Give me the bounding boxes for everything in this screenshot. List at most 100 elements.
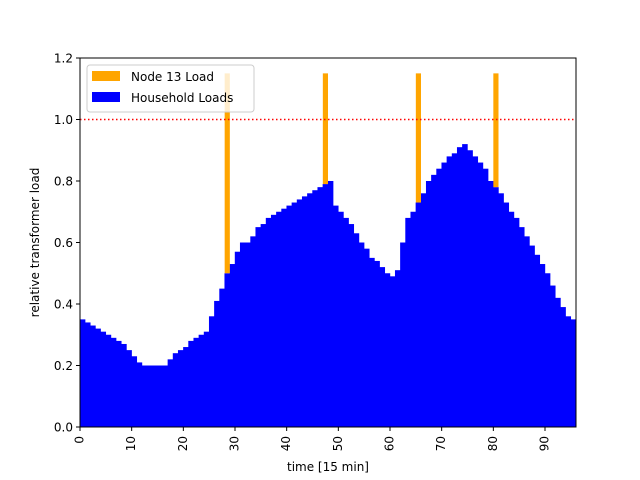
household-bar — [524, 236, 530, 427]
household-bar — [420, 193, 427, 427]
household-bar — [431, 174, 437, 427]
x-axis: 0 10 20 30 40 50 60 70 80 90 — [73, 427, 552, 451]
household-bar — [224, 273, 231, 427]
household-bar — [358, 242, 365, 427]
x-tick-label: 0 — [73, 436, 87, 444]
household-bar — [374, 260, 380, 427]
household-bar — [245, 242, 251, 427]
household-bar — [312, 190, 318, 427]
household-bar — [363, 248, 370, 427]
household-bar — [555, 297, 561, 427]
node-bars — [224, 73, 499, 274]
x-tick-label: 90 — [538, 436, 552, 451]
household-bar — [467, 150, 473, 427]
node-13-bar — [224, 73, 230, 274]
node-13-bar — [415, 73, 421, 203]
household-bar — [131, 356, 138, 427]
household-bar — [100, 331, 107, 427]
y-tick-label: 1.2 — [54, 52, 73, 66]
household-bar — [369, 257, 375, 427]
household-bar — [436, 168, 442, 427]
household-bar — [400, 242, 406, 427]
household-bar — [327, 181, 334, 427]
household-bar — [270, 214, 277, 427]
household-bar — [518, 227, 525, 427]
y-axis-label: relative transformer load — [28, 168, 42, 318]
household-bar — [203, 331, 210, 427]
x-tick-label: 30 — [228, 436, 242, 451]
household-bar — [265, 217, 272, 427]
household-bar — [549, 285, 556, 427]
household-bar — [157, 365, 163, 427]
household-bar — [126, 350, 132, 427]
household-bar — [405, 217, 411, 427]
x-tick-label: 70 — [434, 436, 448, 451]
household-bar — [296, 199, 303, 427]
household-bar — [193, 337, 200, 427]
y-tick-label: 0.0 — [54, 421, 73, 435]
household-bar — [415, 202, 422, 427]
node-13-bar — [493, 73, 499, 188]
household-bar — [239, 242, 246, 427]
household-bar — [90, 325, 96, 427]
household-bar — [281, 208, 287, 427]
household-bar — [322, 184, 329, 427]
household-bar — [198, 334, 205, 427]
household-bar — [255, 227, 262, 427]
household-bar — [307, 193, 313, 427]
household-bar — [301, 196, 308, 427]
household-bar — [146, 365, 153, 427]
household-bar — [291, 202, 298, 427]
household-bar — [219, 288, 225, 427]
legend: Node 13 Load Household Loads — [86, 64, 255, 113]
household-bar — [425, 181, 432, 427]
x-tick-label: 60 — [383, 436, 397, 451]
household-bar — [177, 350, 184, 427]
household-bar — [136, 362, 143, 427]
household-bar — [95, 328, 101, 427]
household-bar — [167, 359, 174, 427]
legend-swatch — [92, 92, 120, 102]
y-tick-label: 0.2 — [54, 359, 73, 373]
y-tick-label: 1.0 — [54, 113, 73, 127]
household-bar — [529, 245, 535, 427]
household-bar — [534, 254, 541, 427]
household-bar — [121, 343, 127, 427]
household-bar — [162, 365, 169, 427]
household-bar — [79, 319, 86, 427]
household-bar — [115, 340, 122, 427]
x-axis-label: time [15 min] — [287, 460, 369, 474]
household-bar — [152, 365, 158, 427]
household-bar — [234, 251, 241, 427]
household-bar — [544, 273, 551, 427]
household-bar — [384, 273, 391, 427]
y-tick-label: 0.6 — [54, 236, 73, 250]
household-bar — [539, 264, 546, 427]
y-tick-label: 0.8 — [54, 175, 73, 189]
household-bar — [250, 236, 256, 427]
household-bar — [110, 337, 117, 427]
legend-swatch — [92, 71, 120, 81]
household-bar — [229, 264, 236, 427]
household-bar — [172, 353, 179, 427]
household-bar — [183, 347, 189, 427]
household-bar — [379, 267, 386, 427]
x-tick-label: 80 — [486, 436, 500, 451]
household-bar — [317, 187, 324, 427]
household-bar — [353, 233, 360, 427]
household-bar — [410, 211, 417, 427]
household-bar — [343, 217, 349, 427]
household-bar — [188, 340, 194, 427]
household-bar — [498, 193, 504, 427]
household-bar — [446, 156, 453, 427]
household-bar — [503, 202, 510, 427]
household-bar — [332, 205, 339, 427]
household-bar — [493, 187, 499, 427]
household-bar — [472, 156, 479, 427]
household-bar — [84, 322, 91, 427]
legend-label: Node 13 Load — [131, 70, 214, 84]
household-bar — [214, 300, 220, 427]
household-bar — [513, 217, 520, 427]
household-bar — [276, 211, 282, 427]
